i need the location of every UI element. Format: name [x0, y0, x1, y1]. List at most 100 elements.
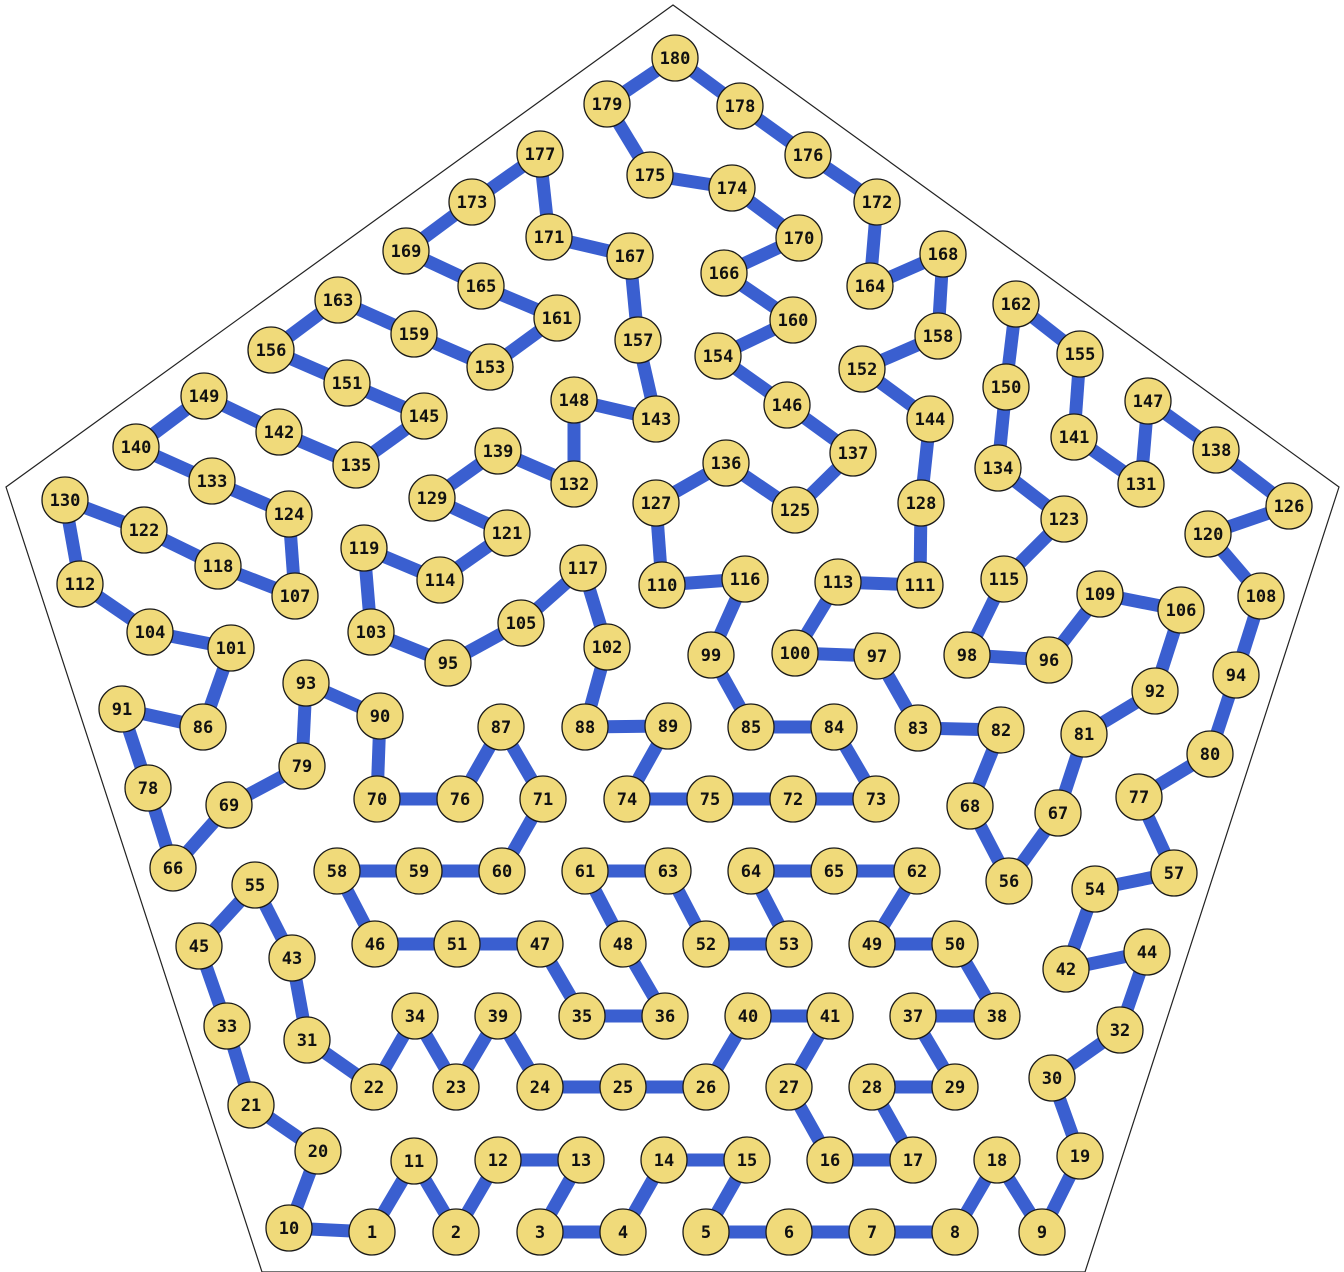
node-circle [516, 920, 564, 968]
node-circle [1157, 586, 1205, 634]
node-circle [268, 934, 316, 982]
node-circle [227, 1081, 275, 1129]
node-label: 145 [409, 407, 440, 427]
node-circle [558, 992, 606, 1040]
node-label: 28 [862, 1078, 882, 1098]
node-label: 138 [1201, 441, 1232, 461]
node-label: 124 [274, 505, 305, 525]
node-label: 174 [717, 179, 748, 199]
node-label: 84 [824, 718, 844, 738]
node-circle [1040, 495, 1088, 543]
node-label: 49 [862, 935, 882, 955]
node-circle [906, 395, 954, 443]
node-label: 123 [1049, 510, 1080, 530]
node-125: 125 [771, 486, 819, 534]
node-circle [919, 230, 967, 278]
node-114: 114 [416, 556, 464, 604]
node-120: 120 [1184, 510, 1232, 558]
node-label: 68 [960, 797, 980, 817]
node-label: 152 [847, 360, 878, 380]
node-label: 41 [820, 1007, 840, 1027]
node-29: 29 [931, 1063, 979, 1111]
node-116: 116 [721, 555, 769, 603]
node-label: 21 [241, 1096, 261, 1116]
node-circle [41, 476, 89, 524]
node-109: 109 [1076, 570, 1124, 618]
node-label: 76 [450, 790, 470, 810]
node-30: 30 [1028, 1054, 1076, 1102]
node-54: 54 [1071, 865, 1119, 913]
node-170: 170 [775, 214, 823, 262]
node-circle [700, 249, 748, 297]
node-label: 164 [855, 277, 886, 297]
node-23: 23 [432, 1063, 480, 1111]
node-41: 41 [806, 992, 854, 1040]
node-67: 67 [1034, 789, 1082, 837]
node-circle [682, 1063, 730, 1111]
node-circle [977, 706, 1025, 754]
node-circle [478, 847, 526, 895]
node-99: 99 [687, 631, 735, 679]
node-92: 92 [1131, 667, 1179, 715]
node-34: 34 [391, 992, 439, 1040]
node-label: 92 [1145, 682, 1165, 702]
node-circle [806, 1136, 854, 1184]
node-146: 146 [763, 381, 811, 429]
node-110: 110 [638, 561, 686, 609]
node-label: 149 [189, 387, 220, 407]
node-label: 9 [1037, 1223, 1047, 1243]
node-circle [931, 1063, 979, 1111]
node-113: 113 [814, 558, 862, 606]
node-circle [632, 479, 680, 527]
node-circle [644, 702, 692, 750]
node-label: 51 [447, 935, 467, 955]
node-circle [763, 381, 811, 429]
node-131: 131 [1117, 460, 1165, 508]
node-76: 76 [436, 775, 484, 823]
node-label: 31 [297, 1031, 317, 1051]
node-5: 5 [682, 1208, 730, 1256]
node-163: 163 [314, 276, 362, 324]
node-circle [347, 608, 395, 656]
node-circle [516, 1208, 564, 1256]
node-label: 106 [1166, 601, 1197, 621]
node-circle [848, 920, 896, 968]
node-label: 15 [737, 1151, 757, 1171]
node-label: 89 [658, 717, 678, 737]
node-label: 40 [738, 1007, 758, 1027]
node-label: 83 [908, 719, 928, 739]
node-77: 77 [1115, 773, 1163, 821]
node-label: 54 [1085, 880, 1105, 900]
node-label: 180 [660, 49, 691, 69]
node-circle [474, 427, 522, 475]
node-177: 177 [516, 130, 564, 178]
node-label: 2 [451, 1223, 461, 1243]
node-circle [769, 296, 817, 344]
node-39: 39 [474, 992, 522, 1040]
node-43: 43 [268, 934, 316, 982]
node-label: 79 [292, 757, 312, 777]
node-label: 26 [696, 1078, 716, 1098]
node-label: 5 [701, 1223, 711, 1243]
node-circle [432, 1208, 480, 1256]
node-label: 172 [862, 193, 893, 213]
node-circle [583, 623, 631, 671]
node-176: 176 [784, 131, 832, 179]
node-label: 78 [138, 779, 158, 799]
node-91: 91 [98, 685, 146, 733]
node-label: 42 [1056, 960, 1076, 980]
node-72: 72 [769, 775, 817, 823]
node-label: 94 [1226, 666, 1246, 686]
node-145: 145 [400, 392, 448, 440]
node-label: 118 [203, 557, 234, 577]
node-label: 132 [559, 475, 590, 495]
node-circle [332, 441, 380, 489]
node-label: 155 [1065, 345, 1096, 365]
node-label: 131 [1126, 475, 1157, 495]
node-label: 33 [217, 1017, 237, 1037]
node-98: 98 [943, 631, 991, 679]
node-label: 53 [779, 935, 799, 955]
node-label: 18 [987, 1151, 1007, 1171]
node-118: 118 [194, 542, 242, 590]
